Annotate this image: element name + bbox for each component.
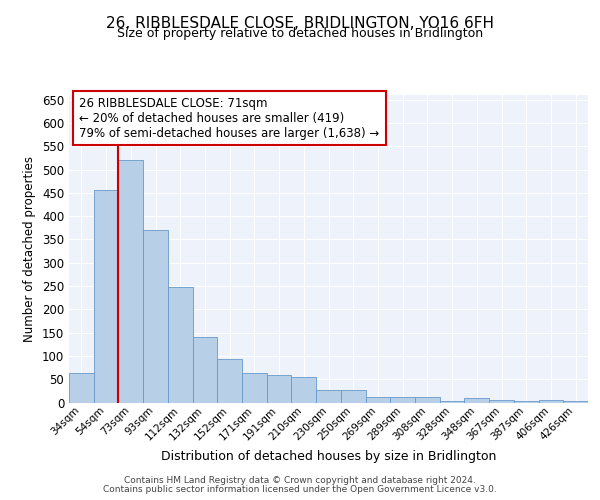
Bar xyxy=(464,398,489,402)
Bar xyxy=(415,397,440,402)
Text: Contains HM Land Registry data © Crown copyright and database right 2024.: Contains HM Land Registry data © Crown c… xyxy=(124,476,476,485)
Bar xyxy=(563,400,588,402)
Bar xyxy=(242,373,267,402)
Bar xyxy=(539,400,563,402)
Y-axis label: Number of detached properties: Number of detached properties xyxy=(23,156,37,342)
Bar xyxy=(292,377,316,402)
Text: 26, RIBBLESDALE CLOSE, BRIDLINGTON, YO16 6FH: 26, RIBBLESDALE CLOSE, BRIDLINGTON, YO16… xyxy=(106,16,494,31)
Bar xyxy=(118,160,143,402)
Bar xyxy=(489,400,514,402)
X-axis label: Distribution of detached houses by size in Bridlington: Distribution of detached houses by size … xyxy=(161,450,496,464)
Bar xyxy=(365,397,390,402)
Bar xyxy=(193,338,217,402)
Bar xyxy=(316,390,341,402)
Bar xyxy=(267,376,292,402)
Bar xyxy=(514,401,539,402)
Bar xyxy=(168,287,193,403)
Text: 26 RIBBLESDALE CLOSE: 71sqm
← 20% of detached houses are smaller (419)
79% of se: 26 RIBBLESDALE CLOSE: 71sqm ← 20% of det… xyxy=(79,96,380,140)
Bar xyxy=(440,401,464,402)
Bar xyxy=(341,390,365,402)
Bar xyxy=(143,230,168,402)
Bar xyxy=(94,190,118,402)
Text: Contains public sector information licensed under the Open Government Licence v3: Contains public sector information licen… xyxy=(103,485,497,494)
Bar xyxy=(390,397,415,402)
Bar xyxy=(69,373,94,402)
Text: Size of property relative to detached houses in Bridlington: Size of property relative to detached ho… xyxy=(117,28,483,40)
Bar xyxy=(217,358,242,403)
